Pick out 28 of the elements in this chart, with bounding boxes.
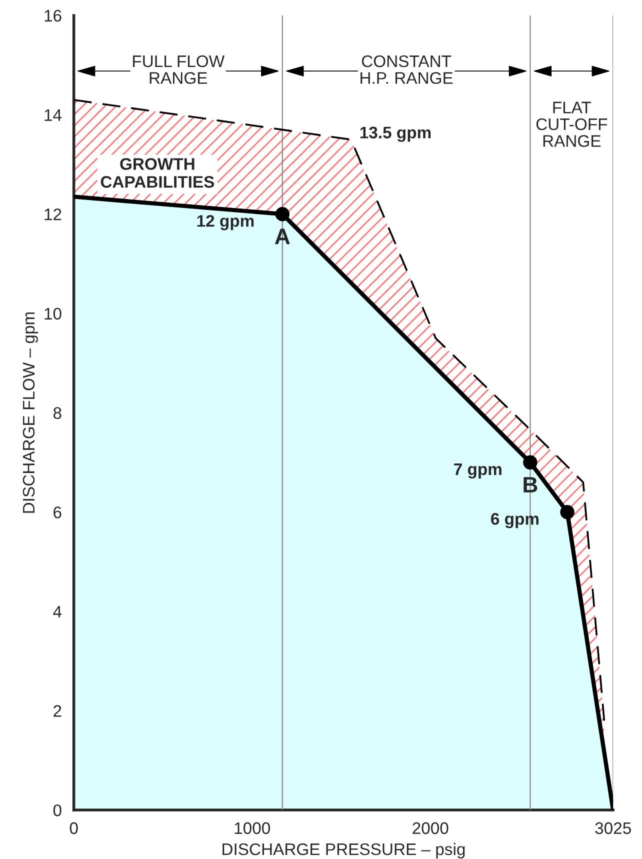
x-tick-label: 0: [70, 822, 78, 834]
annotation: FULL FLOW RANGE: [133, 55, 225, 84]
y-tick-label: 10: [44, 308, 62, 320]
annotation: 7 gpm: [454, 464, 502, 479]
annotation: GROWTH CAPABILITIES: [100, 158, 214, 188]
y-tick-label: 8: [53, 407, 62, 419]
y-tick-label: 6: [54, 506, 62, 518]
x-tick-label: 3025: [595, 822, 631, 834]
annotation: FLAT CUT-OFF RANGE: [536, 102, 608, 147]
annotation: 6 gpm: [491, 513, 538, 528]
annotation: A: [274, 228, 290, 244]
y-tick-label: 14: [44, 109, 62, 121]
y-tick-label: 16: [44, 10, 62, 22]
point: [523, 455, 538, 470]
y-tick-label: 4: [53, 606, 62, 618]
x-axis-title: DISCHARGE PRESSURE – psig: [222, 842, 465, 858]
x-tick-label: 1000: [234, 822, 270, 834]
y-tick-label: 12: [44, 208, 62, 220]
y-axis-title: DISCHARGE FLOW – gpm: [22, 312, 38, 513]
y-tick-label: 0: [53, 804, 62, 816]
annotation: 13.5 gpm: [360, 126, 431, 142]
annotation: B: [524, 477, 538, 492]
annotation: CONSTANT H.P. RANGE: [360, 55, 453, 84]
y-tick-label: 2: [54, 705, 62, 717]
x-tick-label: 2000: [412, 822, 448, 834]
point: [560, 504, 574, 520]
annotation: 12 gpm: [197, 215, 254, 230]
point: [275, 206, 290, 222]
